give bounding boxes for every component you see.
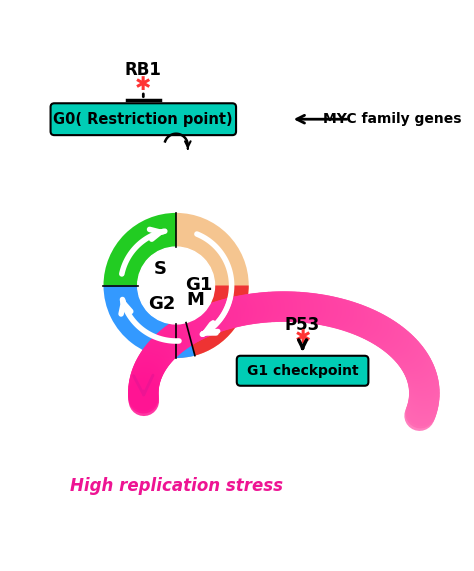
Wedge shape <box>103 286 195 358</box>
FancyBboxPatch shape <box>51 103 236 135</box>
FancyBboxPatch shape <box>237 356 368 386</box>
Text: S: S <box>153 260 166 278</box>
Text: ✱: ✱ <box>135 75 152 94</box>
Text: G0( Restriction point): G0( Restriction point) <box>54 112 233 127</box>
Wedge shape <box>103 213 176 286</box>
Text: High replication stress: High replication stress <box>70 477 283 495</box>
Wedge shape <box>176 213 249 358</box>
Text: G2: G2 <box>148 295 175 313</box>
Text: MYC family genes: MYC family genes <box>323 112 462 126</box>
Circle shape <box>137 247 215 324</box>
Wedge shape <box>186 286 249 356</box>
Text: P53: P53 <box>285 316 320 334</box>
Text: RB1: RB1 <box>125 61 162 79</box>
Text: ✱: ✱ <box>294 328 311 348</box>
Text: M: M <box>186 291 204 309</box>
Text: G1: G1 <box>185 276 213 295</box>
Text: G1 checkpoint: G1 checkpoint <box>247 364 358 378</box>
